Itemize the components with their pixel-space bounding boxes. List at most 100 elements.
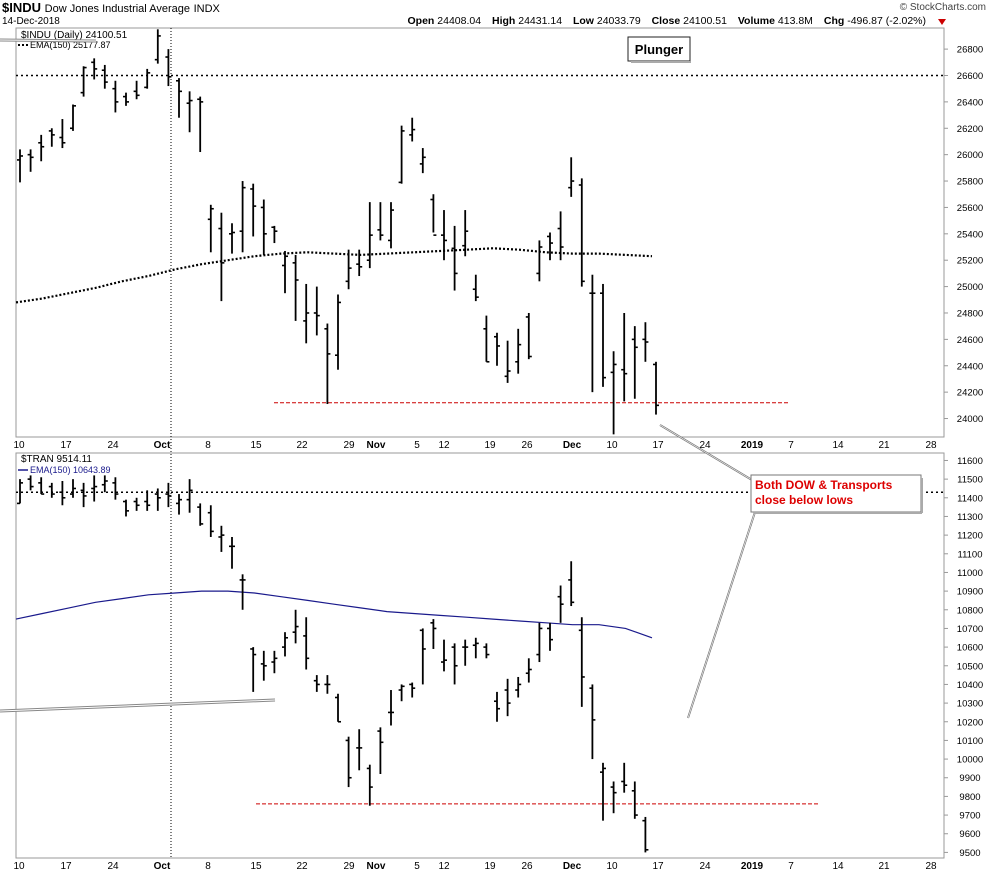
ohlc-bar bbox=[600, 283, 606, 387]
ohlc-bar bbox=[260, 199, 267, 255]
y-tick-label: 26400 bbox=[957, 97, 983, 108]
ohlc-bar bbox=[653, 361, 659, 415]
ohlc-bar bbox=[271, 650, 278, 674]
y-tick-label: 10300 bbox=[957, 699, 983, 710]
quote-bar: Open 24408.04 High 24431.14 Low 24033.79… bbox=[408, 15, 927, 27]
ohlc-bar bbox=[282, 250, 288, 294]
x-tick-label: 15 bbox=[250, 440, 262, 451]
x-tick-label: 22 bbox=[296, 440, 308, 451]
ohlc-bar bbox=[123, 499, 129, 517]
ohlc-bar bbox=[621, 312, 628, 402]
ohlc-bar bbox=[112, 80, 119, 113]
x-tick-label: 21 bbox=[878, 440, 890, 451]
x-tick-label: 24 bbox=[107, 861, 119, 872]
ohlc-bar bbox=[335, 693, 341, 723]
ohlc-bar bbox=[631, 781, 638, 819]
x-tick-label: 21 bbox=[878, 861, 890, 872]
ohlc-bar bbox=[557, 585, 564, 623]
high-value: 24431.14 bbox=[518, 15, 563, 27]
y-tick-label: 24600 bbox=[957, 335, 983, 346]
ohlc-bar bbox=[504, 340, 511, 383]
x-tick-label: 17 bbox=[60, 861, 72, 872]
ohlc-bar bbox=[239, 574, 246, 610]
ohlc-bar bbox=[472, 637, 479, 659]
ohlc-bar bbox=[589, 274, 596, 393]
ohlc-bar bbox=[419, 148, 426, 174]
volume-value: 413.8M bbox=[777, 15, 813, 27]
x-tick-label: 8 bbox=[205, 440, 211, 451]
y-tick-label: 11500 bbox=[957, 475, 983, 486]
y-tick-label: 11000 bbox=[957, 568, 983, 579]
x-tick-label: 10 bbox=[13, 861, 25, 872]
x-tick-label: 2019 bbox=[741, 440, 764, 451]
ohlc-bar bbox=[547, 622, 553, 651]
x-tick-label: 15 bbox=[250, 861, 262, 872]
ohlc-bar bbox=[38, 134, 45, 162]
x-tick-label: 5 bbox=[414, 861, 420, 872]
ohlc-bar bbox=[144, 490, 151, 511]
ohlc-bar bbox=[430, 619, 437, 649]
top-panel-frame bbox=[15, 27, 945, 438]
ema-line bbox=[15, 247, 653, 304]
ohlc-bar bbox=[229, 536, 235, 569]
ohlc-bar bbox=[17, 479, 23, 505]
grid-layer bbox=[16, 48, 948, 853]
ohlc-bar bbox=[377, 727, 384, 775]
ohlc-bar bbox=[345, 736, 352, 788]
ema-layer bbox=[15, 247, 653, 639]
y-tick-label: 9900 bbox=[959, 773, 980, 784]
open-label: Open bbox=[407, 15, 435, 27]
ohlc-bar bbox=[38, 477, 45, 495]
ohlc-bar bbox=[133, 497, 140, 511]
ohlc-bar bbox=[282, 632, 288, 657]
ohlc-bar bbox=[176, 494, 182, 515]
ohlc-bar bbox=[292, 254, 299, 321]
ohlc-bar bbox=[27, 149, 34, 172]
y-tick-label: 10900 bbox=[957, 587, 983, 598]
ohlc-bar bbox=[176, 78, 182, 118]
callout-pointer-bottom-inner bbox=[687, 511, 756, 719]
ohlc-bar bbox=[547, 232, 553, 261]
ohlc-bar bbox=[600, 762, 606, 821]
low-label: Low bbox=[572, 15, 594, 27]
ohlc-bar bbox=[218, 525, 225, 552]
y-tick-label: 9500 bbox=[959, 848, 980, 859]
y-tick-label: 10100 bbox=[957, 736, 983, 747]
ohlc-bar bbox=[133, 80, 140, 100]
ohlc-bar bbox=[388, 690, 394, 726]
ohlc-bar bbox=[536, 240, 543, 282]
x-tick-label: Dec bbox=[563, 440, 582, 451]
y-tick-label: 26800 bbox=[957, 45, 983, 56]
x-tick-label: 26 bbox=[521, 861, 533, 872]
x-tick-label: 29 bbox=[343, 861, 355, 872]
bottom-legend-symbol: $TRAN 9514.11 bbox=[21, 454, 92, 465]
y-tick-label: 11400 bbox=[957, 493, 983, 504]
ohlc-bar bbox=[207, 204, 214, 253]
ohlc-bar bbox=[462, 639, 469, 666]
ohlc-bar bbox=[303, 283, 310, 344]
ohlc-bar bbox=[568, 561, 575, 607]
x-tick-label: 19 bbox=[484, 861, 496, 872]
ohlc-bar bbox=[260, 650, 267, 681]
x-tick-label: 7 bbox=[788, 861, 794, 872]
y-tick-label: 11300 bbox=[957, 512, 983, 523]
ohlc-bar bbox=[398, 684, 405, 702]
ohlc-bar bbox=[324, 675, 331, 694]
y-tick-label: 25000 bbox=[957, 282, 983, 293]
x-tick-label: 28 bbox=[925, 861, 937, 872]
ohlc-bar bbox=[557, 211, 564, 261]
x-tick-label: 12 bbox=[438, 861, 450, 872]
ohlc-bar bbox=[419, 628, 426, 685]
x-tick-label: 28 bbox=[925, 440, 937, 451]
ohlc-bar bbox=[525, 312, 532, 360]
bottom-left-trendline-inner bbox=[0, 699, 276, 712]
ohlc-bar bbox=[80, 66, 87, 97]
x-tick-label: 5 bbox=[414, 440, 420, 451]
y-tick-label: 26600 bbox=[957, 71, 983, 82]
high-label: High bbox=[491, 15, 516, 27]
ohlc-bar bbox=[642, 322, 649, 362]
x-tick-label: 24 bbox=[699, 440, 711, 451]
y-tick-label: 11100 bbox=[957, 549, 982, 560]
axis-labels: 24000 24200 24400 24600 24800 25000 25200 25400… bbox=[13, 45, 983, 872]
